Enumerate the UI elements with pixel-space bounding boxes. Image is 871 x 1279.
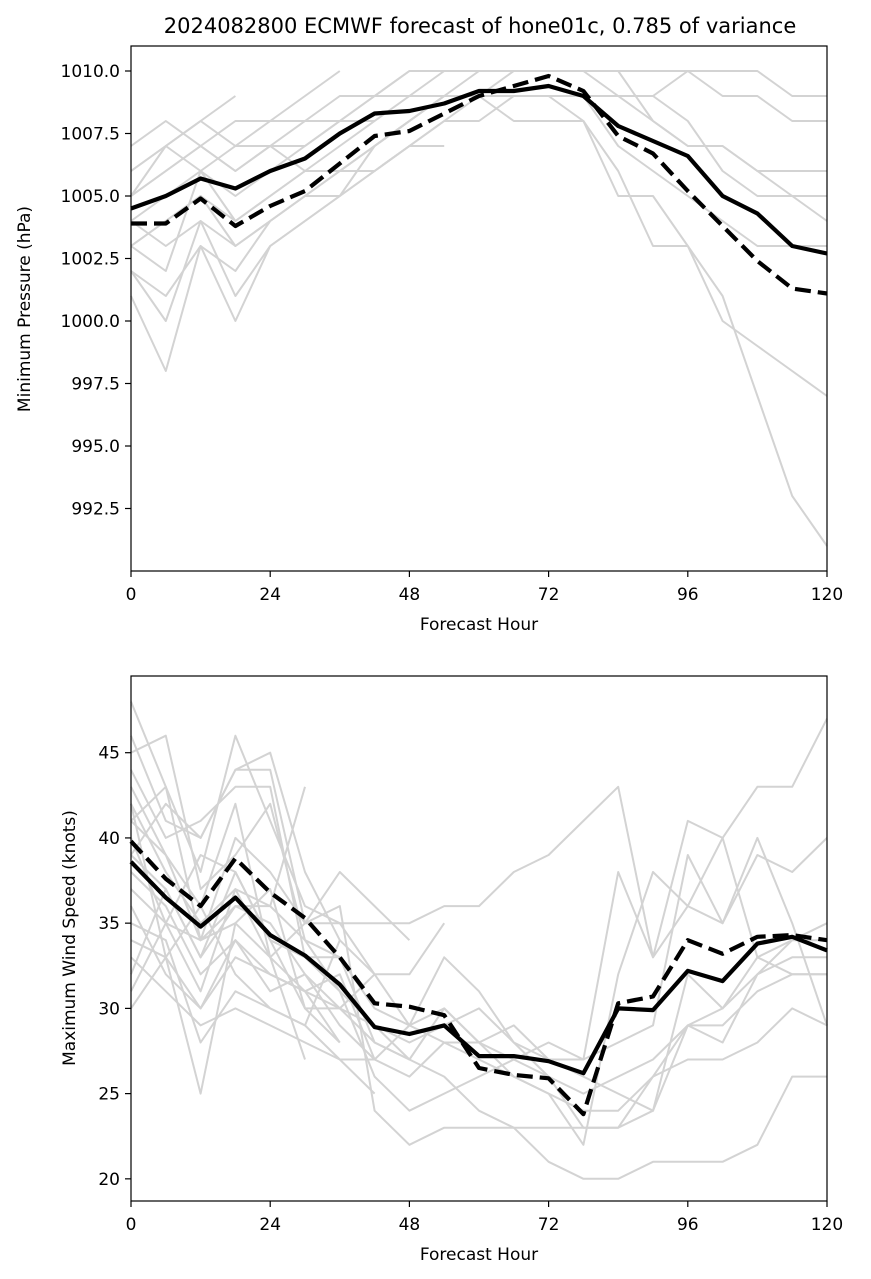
- y-tick-label: 1000.0: [61, 312, 120, 332]
- member-line: [130, 922, 306, 1095]
- y-tick-label: 25: [98, 1085, 120, 1105]
- x-tick-label: 120: [811, 585, 843, 605]
- x-tick-label: 120: [811, 1215, 843, 1235]
- y-tick-label: 995.0: [71, 437, 120, 457]
- y-tick-label: 1007.5: [61, 125, 120, 145]
- x-tick-label: 0: [126, 1215, 137, 1235]
- y-tick-label: 20: [98, 1170, 120, 1190]
- y-axis-label: Minimum Pressure (hPa): [15, 206, 35, 412]
- x-tick-label: 96: [677, 585, 699, 605]
- dashed-line: [131, 73, 828, 296]
- member-line: [130, 769, 827, 1180]
- x-tick-label: 72: [538, 1215, 560, 1235]
- x-tick-label: 24: [259, 1215, 281, 1235]
- member-line: [130, 786, 306, 942]
- x-tick-label: 72: [538, 585, 560, 605]
- main-lines: [129, 839, 828, 1117]
- member-line: [130, 922, 376, 1095]
- member-line: [130, 956, 375, 1061]
- x-tick-label: 48: [399, 585, 421, 605]
- dashed-line: [129, 839, 828, 1117]
- chart-title: 2024082800 ECMWF forecast of hone01c, 0.…: [164, 14, 797, 38]
- member-lines: [130, 701, 828, 1180]
- member-line: [130, 734, 828, 1112]
- x-tick-label: 96: [677, 1215, 699, 1235]
- member-line: [130, 871, 827, 1095]
- y-tick-label: 35: [98, 914, 120, 934]
- y-axis-label: Maximum Wind Speed (knots): [60, 810, 80, 1066]
- pressure-chart: 2024082800 ECMWF forecast of hone01c, 0.…: [15, 14, 843, 635]
- solid-line: [129, 860, 828, 1076]
- member-line: [130, 888, 446, 993]
- member-line: [130, 803, 341, 1044]
- x-tick-label: 24: [259, 585, 281, 605]
- x-tick-label: 48: [399, 1215, 421, 1235]
- member-line: [130, 871, 410, 1061]
- solid-line: [130, 83, 828, 256]
- x-tick-label: 0: [126, 585, 137, 605]
- x-axis-label: Forecast Hour: [420, 1245, 538, 1265]
- member-line: [130, 768, 411, 941]
- x-axis-ticks: 0 24 48 72 96 120: [126, 571, 843, 605]
- member-line: [130, 70, 341, 147]
- plot-frame: [130, 45, 828, 572]
- main-lines: [130, 73, 828, 296]
- member-line: [130, 785, 827, 1146]
- member-line: [130, 95, 236, 172]
- member-line: [130, 120, 376, 272]
- member-line: [130, 95, 827, 372]
- y-tick-label: 1010.0: [61, 62, 120, 82]
- y-axis-ticks: 20 25 30 35 40 45: [98, 744, 131, 1190]
- x-axis-label: Forecast Hour: [420, 615, 538, 635]
- member-line: [130, 70, 514, 247]
- y-tick-label: 30: [98, 999, 120, 1019]
- y-tick-label: 1002.5: [61, 250, 120, 270]
- y-tick-label: 1005.0: [61, 187, 120, 207]
- member-line: [130, 70, 410, 197]
- y-tick-label: 45: [98, 744, 120, 764]
- x-axis-ticks: 0 24 48 72 96 120: [126, 1201, 843, 1235]
- y-tick-label: 992.5: [71, 500, 120, 520]
- y-tick-label: 997.5: [71, 375, 120, 395]
- plot-frame: [130, 675, 828, 1202]
- y-axis-ticks: 992.5 995.0 997.5 1000.0 1002.5 1005.0 1007.5 1…: [61, 62, 131, 520]
- y-tick-label: 40: [98, 829, 120, 849]
